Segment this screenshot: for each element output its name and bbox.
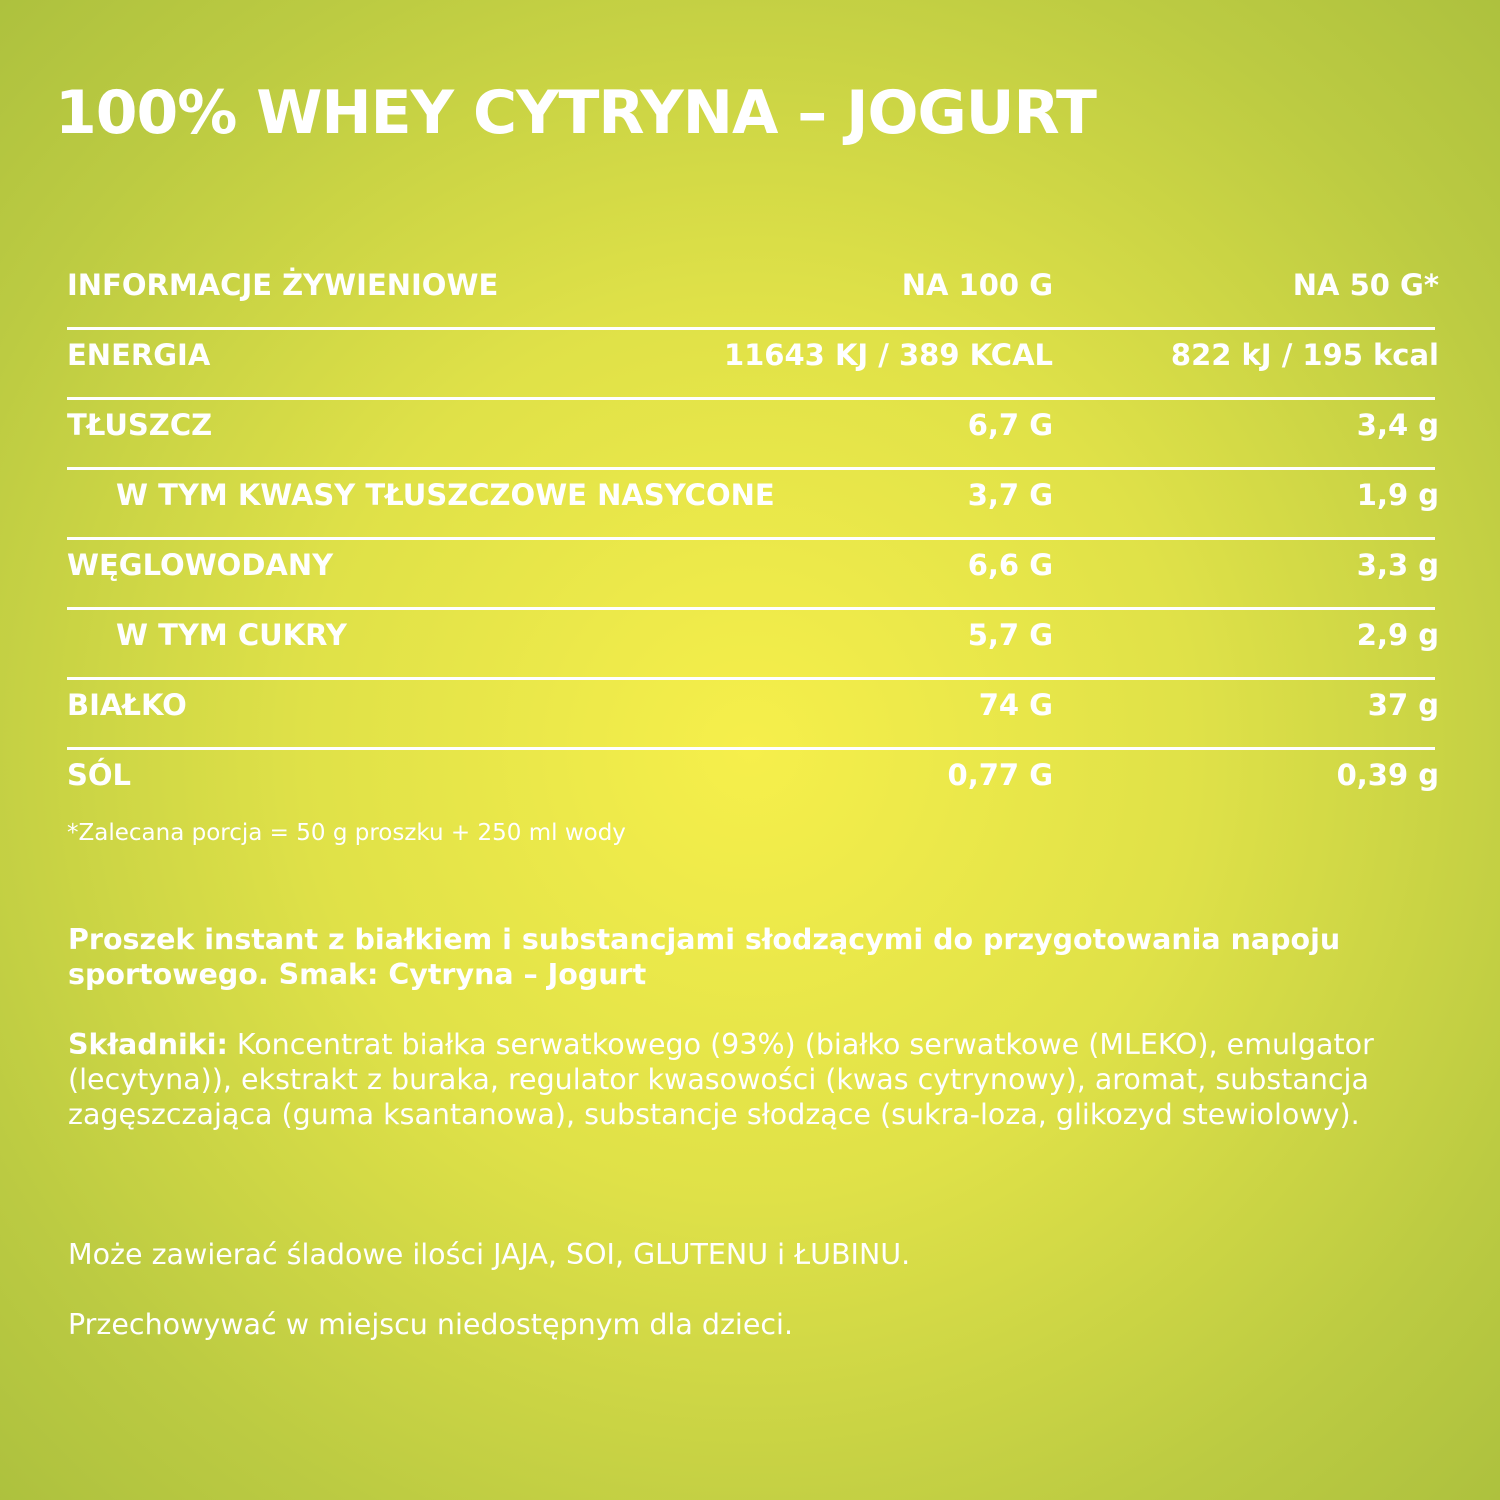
value-per-50g: 3,4 g: [1356, 408, 1439, 442]
value-per-100g: 0,77 G: [947, 758, 1053, 792]
ingredients-label: Składniki:: [68, 1028, 228, 1061]
ingredients-text: Koncentrat białka serwatkowego (93%) (bi…: [68, 1028, 1374, 1131]
table-row: SÓL 0,77 G 0,39 g: [67, 748, 1439, 818]
table-row: BIAŁKO 74 G 37 g: [67, 678, 1439, 750]
ingredients: Składniki: Koncentrat białka serwatkoweg…: [68, 1027, 1443, 1132]
allergens-note: Może zawierać śladowe ilości JAJA, SOI, …: [68, 1238, 911, 1271]
header-per-100g: NA 100 G: [901, 268, 1053, 302]
value-per-50g: 0,39 g: [1336, 758, 1439, 792]
value-per-100g: 6,7 G: [967, 408, 1053, 442]
nutrient-label: WĘGLOWODANY: [67, 548, 334, 582]
nutrition-table: INFORMACJE ŻYWIENIOWE NA 100 G NA 50 G* …: [67, 258, 1439, 818]
nutrient-label: ENERGIA: [67, 338, 211, 372]
nutrient-label: W TYM KWASY TŁUSZCZOWE NASYCONE: [116, 478, 775, 512]
divider: [67, 467, 1435, 470]
table-header: INFORMACJE ŻYWIENIOWE NA 100 G NA 50 G*: [67, 258, 1439, 330]
table-row: W TYM KWASY TŁUSZCZOWE NASYCONE 3,7 G 1,9 …: [67, 468, 1439, 540]
header-per-50g: NA 50 G*: [1292, 268, 1439, 302]
value-per-50g: 822 kJ / 195 kcal: [1170, 338, 1439, 372]
value-per-50g: 37 g: [1367, 688, 1439, 722]
divider: [67, 397, 1435, 400]
value-per-50g: 3,3 g: [1356, 548, 1439, 582]
product-title: 100% WHEY CYTRYNA – JOGURT: [55, 78, 1097, 148]
table-row: TŁUSZCZ 6,7 G 3,4 g: [67, 398, 1439, 470]
nutrient-label: TŁUSZCZ: [67, 408, 213, 442]
nutrient-label: SÓL: [67, 758, 132, 792]
table-row: WĘGLOWODANY 6,6 G 3,3 g: [67, 538, 1439, 610]
product-description: Proszek instant z białkiem i substancjam…: [68, 923, 1341, 991]
divider: [67, 327, 1435, 330]
value-per-100g: 74 G: [978, 688, 1053, 722]
value-per-50g: 2,9 g: [1356, 618, 1439, 652]
value-per-100g: 11643 KJ / 389 KCAL: [723, 338, 1053, 372]
storage-note: Przechowywać w miejscu niedostępnym dla …: [68, 1308, 794, 1341]
table-row: W TYM CUKRY 5,7 G 2,9 g: [67, 608, 1439, 680]
value-per-100g: 3,7 G: [967, 478, 1053, 512]
divider: [67, 677, 1435, 680]
nutrient-label: W TYM CUKRY: [116, 618, 347, 652]
value-per-50g: 1,9 g: [1356, 478, 1439, 512]
nutrient-label: BIAŁKO: [67, 688, 187, 722]
divider: [67, 607, 1435, 610]
divider: [67, 537, 1435, 540]
table-row: ENERGIA 11643 KJ / 389 KCAL 822 kJ / 195 k…: [67, 328, 1439, 400]
value-per-100g: 6,6 G: [967, 548, 1053, 582]
value-per-100g: 5,7 G: [967, 618, 1053, 652]
footnote: *Zalecana porcja = 50 g proszku + 250 ml…: [67, 820, 626, 846]
header-nutrition-info: INFORMACJE ŻYWIENIOWE: [67, 268, 499, 302]
divider: [67, 747, 1435, 750]
